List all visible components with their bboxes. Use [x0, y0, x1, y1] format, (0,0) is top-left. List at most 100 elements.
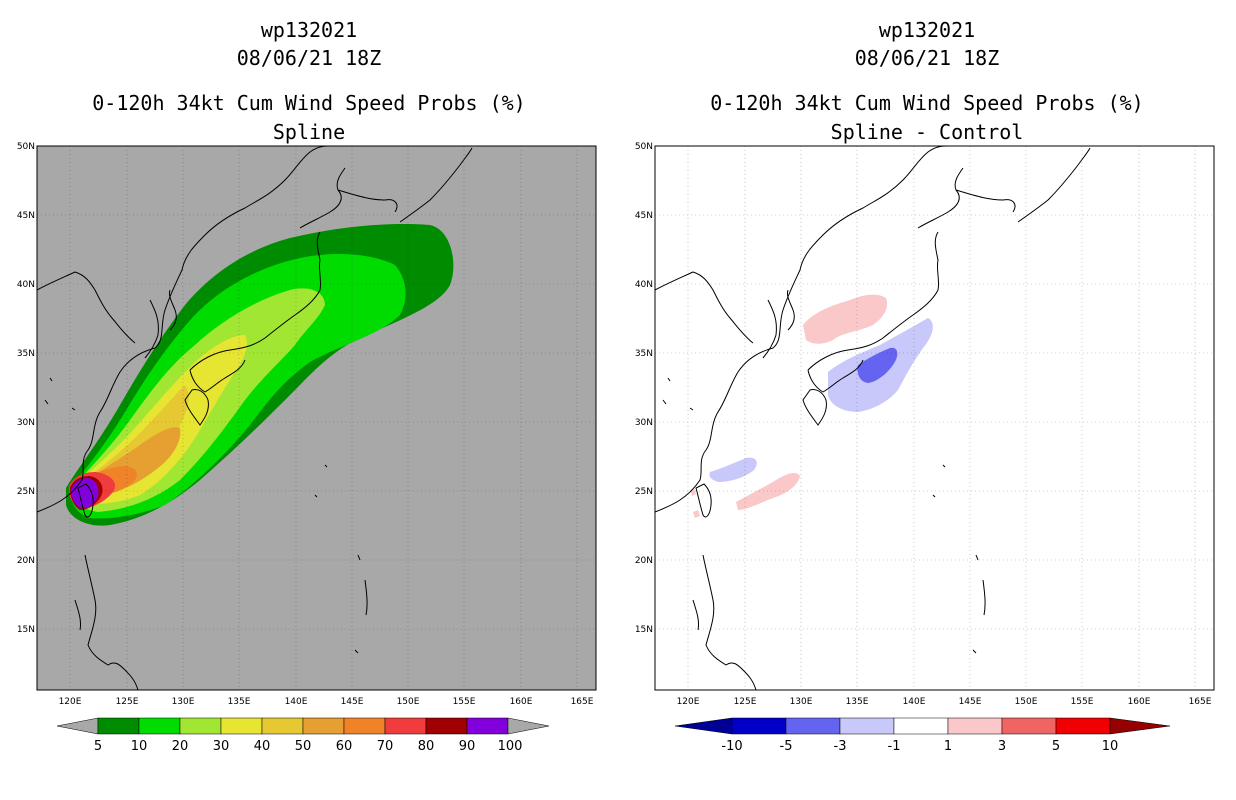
colorbar-label: 40 — [254, 739, 271, 754]
lat-label: 45N — [17, 211, 35, 221]
lon-labels: 120E 125E 130E 135E 140E 145E 150E 155E … — [677, 697, 1212, 707]
lon-labels: 120E 125E 130E 135E 140E 145E 150E 155E … — [59, 697, 594, 707]
lat-labels: 50N 45N 40N 35N 30N 25N 20N 15N — [17, 142, 35, 635]
colorbar-spline: 5 10 20 30 40 50 60 70 80 90 100 — [56, 717, 550, 754]
lat-label: 45N — [635, 211, 653, 221]
colorbar-swatch — [343, 717, 386, 735]
colorbar-label: 30 — [213, 739, 230, 754]
panel-spline: wp132021 08/06/21 18Z 0-120h 34kt Cum Wi… — [17, 18, 597, 754]
colorbar-label: 3 — [998, 739, 1006, 754]
lon-label: 125E — [734, 697, 757, 707]
lat-label: 35N — [17, 349, 35, 359]
lon-label: 165E — [571, 697, 594, 707]
colorbar-label: -5 — [780, 739, 793, 754]
colorbar-swatch — [1055, 717, 1111, 735]
colorbar-swatch — [138, 717, 181, 735]
grid — [655, 146, 1214, 690]
datetime: 08/06/21 18Z — [854, 46, 1000, 70]
product-title: 0-120h 34kt Cum Wind Speed Probs (%) — [710, 91, 1144, 115]
lat-label: 50N — [635, 142, 653, 152]
colorbar-label: 10 — [131, 739, 148, 754]
colorbar-label: 20 — [172, 739, 189, 754]
colorbar-swatch — [302, 717, 345, 735]
colorbar-label: -1 — [888, 739, 901, 754]
datetime: 08/06/21 18Z — [236, 46, 382, 70]
lon-label: 120E — [677, 697, 700, 707]
lat-label: 40N — [635, 280, 653, 290]
colorbar-label: 100 — [498, 739, 523, 754]
coastlines — [36, 145, 473, 691]
colorbar-label: 50 — [295, 739, 312, 754]
colorbar-difference: -10 -5 -3 -1 1 3 5 10 — [674, 717, 1171, 754]
negative-diff-south — [709, 457, 757, 482]
lat-label: 20N — [17, 556, 35, 566]
colorbar-swatch — [97, 717, 140, 735]
storm-id: wp132021 — [878, 18, 976, 42]
subtitle: Spline — [272, 120, 346, 144]
colorbar-swatch — [384, 717, 427, 735]
lon-label: 150E — [1015, 697, 1038, 707]
lon-label: 130E — [172, 697, 195, 707]
lon-label: 160E — [510, 697, 533, 707]
colorbar-swatch — [220, 717, 263, 735]
colorbar-swatch — [466, 717, 509, 735]
map-difference: 50N 45N 40N 35N 30N 25N 20N 15N 120E 125… — [635, 142, 1215, 754]
product-title: 0-120h 34kt Cum Wind Speed Probs (%) — [92, 91, 526, 115]
colorbar-swatch — [785, 717, 841, 735]
swath-40 — [74, 385, 189, 498]
lon-label: 155E — [1071, 697, 1094, 707]
colorbar-label: 5 — [1052, 739, 1060, 754]
grid — [37, 146, 596, 690]
lat-label: 30N — [635, 418, 653, 428]
map-frame — [36, 145, 597, 691]
lat-label: 25N — [635, 487, 653, 497]
colorbar-label: 1 — [944, 739, 952, 754]
colorbar-swatch — [947, 717, 1003, 735]
lon-label: 150E — [397, 697, 420, 707]
colorbar-swatch — [1001, 717, 1057, 735]
colorbar-label: 60 — [336, 739, 353, 754]
lat-label: 35N — [635, 349, 653, 359]
colorbar-swatch — [179, 717, 222, 735]
colorbar-swatch — [893, 717, 949, 735]
map-frame — [654, 145, 1215, 691]
lat-label: 20N — [635, 556, 653, 566]
lat-labels: 50N 45N 40N 35N 30N 25N 20N 15N — [635, 142, 653, 635]
positive-diff-area — [803, 294, 888, 344]
probability-swath — [66, 224, 454, 526]
lat-label: 40N — [17, 280, 35, 290]
lon-label: 130E — [790, 697, 813, 707]
lon-label: 160E — [1128, 697, 1151, 707]
lon-label: 140E — [903, 697, 926, 707]
subtitle: Spline - Control — [830, 120, 1024, 144]
colorbar-label: 70 — [377, 739, 394, 754]
colorbar-end-left — [674, 717, 733, 735]
lon-label: 155E — [453, 697, 476, 707]
coastlines — [654, 145, 1091, 691]
negative-diff-core — [857, 347, 898, 383]
colorbar-swatch — [425, 717, 468, 735]
lat-label: 50N — [17, 142, 35, 152]
map-spline: 50N 45N 40N 35N 30N 25N 20N 15N 120E 125… — [17, 142, 597, 754]
lat-label: 15N — [635, 625, 653, 635]
positive-diff-dot — [690, 488, 700, 518]
lon-label: 125E — [116, 697, 139, 707]
colorbar-label: -10 — [721, 739, 742, 754]
difference-field — [690, 294, 933, 518]
colorbar-label: 90 — [459, 739, 476, 754]
lon-label: 135E — [228, 697, 251, 707]
panel-spline-minus-control: wp132021 08/06/21 18Z 0-120h 34kt Cum Wi… — [618, 0, 1236, 800]
lon-label: 120E — [59, 697, 82, 707]
map-background — [655, 146, 1214, 690]
lat-label: 25N — [17, 487, 35, 497]
colorbar-label: 10 — [1102, 739, 1119, 754]
colorbar-label: 5 — [94, 739, 102, 754]
colorbar-end-right — [1109, 717, 1171, 735]
colorbar-swatch — [731, 717, 787, 735]
lat-label: 30N — [17, 418, 35, 428]
colorbar-label: 80 — [418, 739, 435, 754]
positive-diff-south — [736, 473, 800, 510]
lon-label: 135E — [846, 697, 869, 707]
lon-label: 165E — [1189, 697, 1212, 707]
lon-label: 140E — [285, 697, 308, 707]
